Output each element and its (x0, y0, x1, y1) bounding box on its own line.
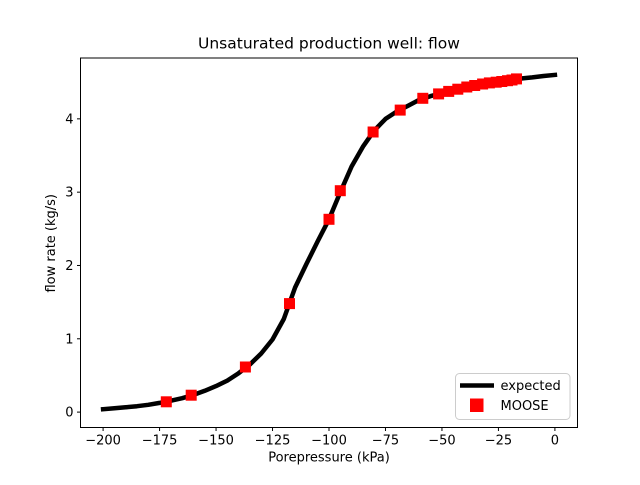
moose-data-point (239, 361, 251, 373)
moose-data-point (367, 126, 379, 138)
moose-data-point (185, 389, 197, 401)
moose-data-point (433, 88, 445, 100)
y-tick-label: 0 (65, 406, 73, 421)
x-tick-label: −75 (372, 434, 399, 449)
moose-data-point (394, 104, 406, 116)
x-tick-label: −50 (428, 434, 455, 449)
legend-label-expected: expected (501, 379, 561, 394)
y-tick-label: 3 (65, 186, 73, 201)
moose-data-point (461, 81, 473, 93)
moose-data-point (323, 213, 335, 225)
x-tick-label: −200 (85, 434, 121, 449)
moose-data-point (490, 76, 502, 88)
x-tick-label: −175 (142, 434, 178, 449)
x-tick-label: −125 (255, 434, 291, 449)
moose-data-point (483, 77, 495, 89)
y-axis-ticks: 0 1 2 3 4 (65, 112, 81, 421)
moose-markers (160, 73, 522, 408)
y-tick-label: 2 (65, 259, 73, 274)
moose-data-point (443, 85, 455, 97)
moose-data-point (496, 76, 508, 87)
moose-data-point (160, 396, 172, 408)
moose-data-point (334, 185, 346, 197)
y-axis-label: flow rate (kg/s) (44, 194, 59, 293)
plot-border (80, 57, 578, 428)
legend: expected MOOSE (455, 373, 571, 420)
x-axis-label: Porepressure (kPa) (268, 451, 390, 466)
moose-data-point (469, 80, 481, 91)
moose-data-point (477, 78, 489, 90)
x-tick-label: −100 (311, 434, 347, 449)
legend-label-moose: MOOSE (501, 399, 549, 414)
legend-moose-marker-sample (470, 398, 484, 412)
chart-title: Unsaturated production well: flow (198, 35, 460, 53)
y-tick-label: 4 (65, 112, 73, 127)
moose-data-point (284, 298, 295, 310)
x-tick-label: −25 (485, 434, 512, 449)
moose-data-point (452, 83, 464, 95)
moose-data-point (417, 92, 429, 104)
x-axis-ticks: −200 −175 −150 −125 −100 −75 −50 −25 0 (85, 427, 559, 449)
x-tick-label: −150 (198, 434, 234, 449)
x-tick-label: 0 (551, 434, 559, 449)
y-tick-label: 1 (65, 332, 73, 347)
moose-data-point (511, 73, 522, 85)
